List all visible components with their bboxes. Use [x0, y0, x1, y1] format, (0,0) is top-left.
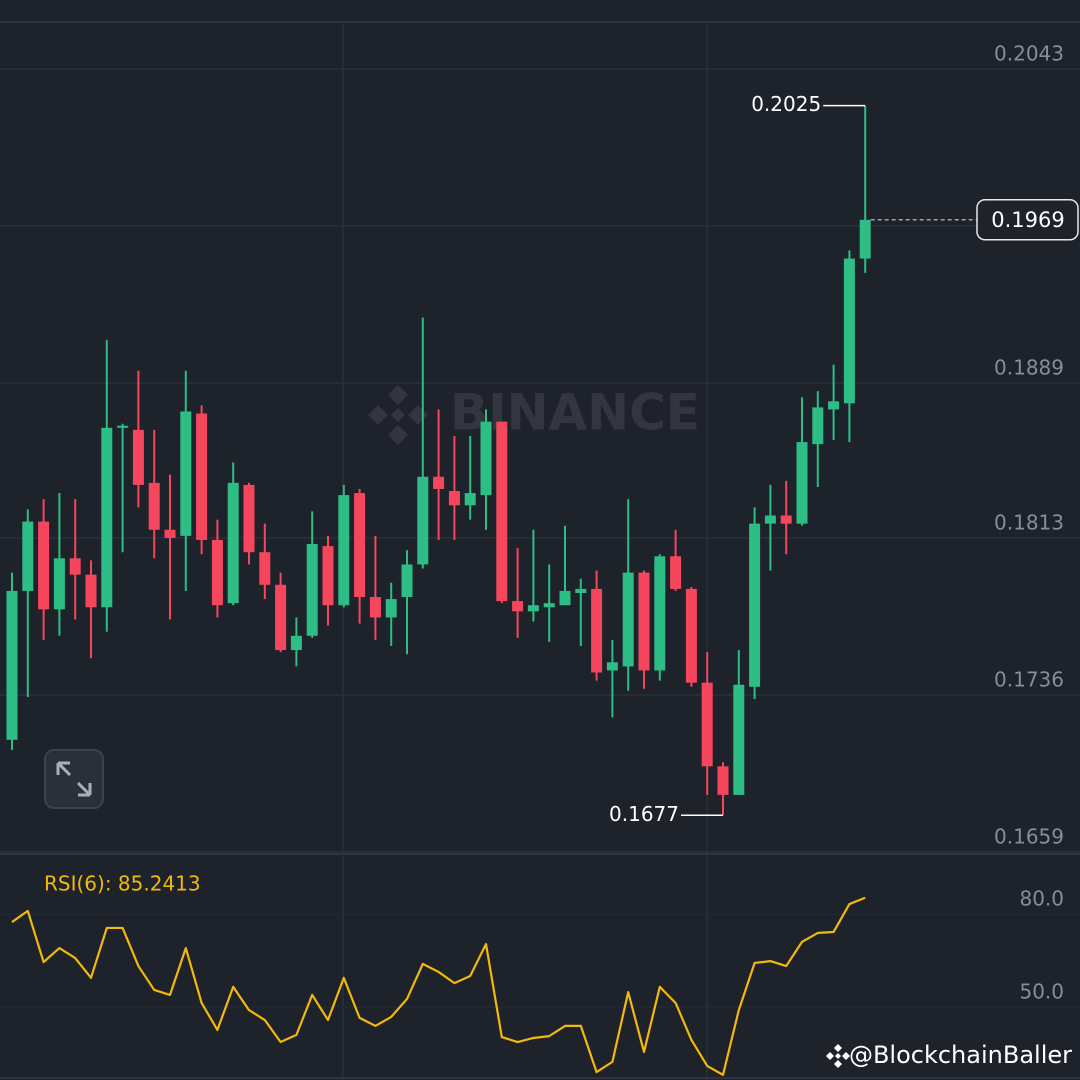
candle-body	[85, 574, 97, 608]
y-tick-label: 0.1813	[994, 510, 1064, 534]
candle-body	[685, 588, 697, 683]
candle-body	[448, 491, 460, 506]
candle-body	[843, 258, 855, 404]
low-label: 0.1677	[609, 802, 679, 826]
y-tick-label: 0.1889	[994, 355, 1064, 379]
candle-body	[859, 219, 871, 259]
candle-body	[354, 493, 366, 598]
rsi-line	[11, 896, 866, 1076]
watermark: BINANCE	[368, 384, 700, 445]
candle-body	[512, 601, 524, 612]
candle-body	[496, 421, 508, 602]
y-tick-label: 80.0	[1019, 886, 1064, 910]
candle-body	[259, 552, 271, 585]
y-tick-label: 0.2043	[994, 41, 1064, 65]
candle-body	[654, 556, 666, 671]
candle-body	[227, 482, 239, 604]
candle-body	[322, 546, 334, 606]
credit-logo	[826, 1044, 850, 1068]
candle-body	[733, 684, 745, 795]
candle-body	[22, 521, 34, 591]
candle-body	[638, 572, 650, 671]
candle-body	[606, 662, 618, 671]
candle-body	[196, 413, 208, 540]
candle-body	[543, 603, 555, 608]
y-tick-label: 0.1659	[994, 824, 1064, 848]
candle-body	[164, 529, 176, 538]
last-price-box	[976, 199, 1079, 241]
candle-body	[780, 515, 792, 524]
watermark-text: BINANCE	[450, 384, 700, 442]
candle-body	[6, 590, 18, 740]
candle-body	[480, 421, 492, 496]
candle-body	[275, 584, 287, 651]
candle-body	[180, 411, 192, 536]
rsi-label: RSI(6): 85.2413	[44, 872, 201, 896]
candle-body	[148, 482, 160, 530]
candle-body	[464, 493, 476, 506]
candle-body	[764, 515, 776, 524]
candle-body	[717, 766, 729, 795]
candle-body	[132, 429, 144, 485]
candle-body	[211, 539, 223, 606]
candle-body	[385, 599, 397, 618]
candle-body	[575, 588, 587, 593]
watermark-logo	[368, 385, 428, 445]
expand-button[interactable]	[44, 749, 104, 809]
candle-body	[117, 425, 129, 428]
candle-body	[290, 635, 302, 651]
candle-body	[591, 588, 603, 673]
candle-body	[812, 407, 824, 445]
candle-body	[306, 544, 318, 636]
candle-body	[670, 556, 682, 589]
candle-body	[559, 590, 571, 606]
y-tick-label: 50.0	[1019, 979, 1064, 1003]
candle-body	[69, 558, 81, 575]
candle-body	[796, 442, 808, 524]
candle-body	[38, 521, 50, 610]
high-label: 0.2025	[751, 92, 821, 116]
candle-body	[401, 564, 413, 598]
candle-body	[622, 572, 634, 667]
candle-body	[417, 476, 429, 565]
candle-body	[338, 495, 350, 606]
candle-body	[749, 523, 761, 687]
y-tick-label: 0.1736	[994, 667, 1064, 691]
candles	[6, 105, 871, 816]
credit: @BlockchainBaller	[849, 1041, 1072, 1069]
candle-body	[243, 484, 255, 553]
candle-body	[828, 401, 840, 410]
candle-body	[701, 682, 713, 767]
candle-body	[101, 427, 113, 608]
candle-body	[53, 558, 65, 610]
candle-body	[433, 476, 445, 489]
last-price-label: 0.1969	[991, 208, 1064, 232]
candle-body	[527, 605, 539, 612]
expand-icon	[56, 761, 92, 797]
candle-body	[369, 597, 381, 618]
expand-button-bg[interactable]	[44, 749, 104, 809]
